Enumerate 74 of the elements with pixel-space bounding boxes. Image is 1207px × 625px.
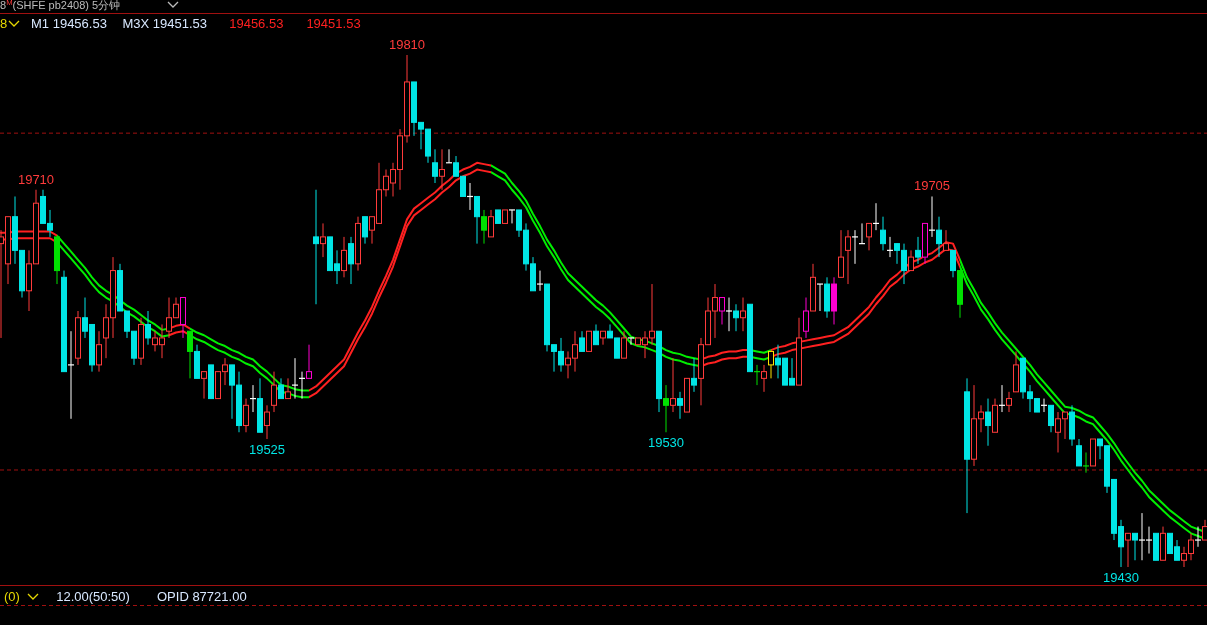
- candlestick: [508, 209, 516, 224]
- candlestick: [733, 303, 739, 332]
- candlestick: [1048, 404, 1054, 433]
- text: (0): [4, 589, 20, 604]
- candlestick: [915, 236, 921, 265]
- candlestick: [488, 209, 494, 238]
- annotation: 19525: [248, 442, 286, 457]
- candlestick: [243, 398, 249, 433]
- candlestick: [950, 249, 956, 278]
- candlestick: [761, 364, 767, 393]
- candlestick: [201, 371, 207, 400]
- text: 19456.53: [229, 16, 284, 31]
- candlestick: [439, 148, 445, 191]
- candlestick: [579, 330, 585, 352]
- annotation: 19530: [647, 435, 685, 451]
- candlestick: [677, 391, 683, 420]
- candlestick: [1125, 532, 1131, 568]
- candlestick: [474, 195, 480, 245]
- candlestick: [1006, 391, 1012, 413]
- candlestick: [313, 189, 319, 305]
- candlestick: [1076, 438, 1082, 467]
- candlestick: [1194, 526, 1202, 548]
- candlestick: [725, 297, 733, 332]
- chart-title: 8$^{M}$(SHFE pb2408) 5分钟: [0, 0, 121, 11]
- candlestick: [291, 357, 299, 400]
- candlestick: [96, 330, 102, 373]
- candlestick: [908, 249, 914, 272]
- candlestick: [670, 357, 676, 413]
- text: 12.00(50:50): [56, 589, 130, 604]
- annotation: 19710: [17, 171, 55, 187]
- candlestick: [663, 384, 669, 433]
- candlestick: [943, 229, 949, 251]
- candlestick: [816, 283, 824, 312]
- candlestick: [740, 297, 746, 332]
- candlestick: [1202, 519, 1207, 541]
- candlestick: [285, 377, 291, 400]
- candlestick: [691, 357, 697, 393]
- candlestick: [936, 216, 942, 258]
- candlestick: [341, 236, 347, 278]
- annotation: 19810: [388, 37, 426, 52]
- candlestick: [432, 148, 438, 184]
- candlestick: [362, 216, 368, 245]
- candlestick: [67, 330, 75, 420]
- candlestick: [845, 229, 851, 285]
- annotation: 19430: [1102, 570, 1140, 585]
- text: 19451.53: [306, 16, 361, 31]
- annotation: 19705: [913, 178, 951, 194]
- text: M1 19456.53: [31, 16, 107, 31]
- candlestick: [264, 404, 270, 440]
- candlestick: [306, 344, 312, 379]
- candlestick: [271, 371, 277, 413]
- candlestick: [880, 216, 886, 251]
- candlestick: [536, 270, 544, 292]
- candlestick: [768, 350, 774, 379]
- legend-title: 8: [0, 16, 8, 31]
- candlestick: [320, 222, 326, 258]
- candlestick: [145, 310, 151, 346]
- candlestick: [1132, 532, 1138, 561]
- candlestick: [627, 337, 635, 346]
- candlestick: [586, 330, 592, 352]
- candlestick: [1082, 451, 1090, 474]
- candlestick: [866, 222, 872, 251]
- candlestick: [187, 330, 193, 379]
- candlestick: [481, 209, 487, 245]
- candlestick: [278, 377, 284, 400]
- candlestick: [838, 229, 844, 278]
- candlestick: [621, 330, 627, 359]
- candlestick: [851, 229, 859, 265]
- text: M3X 19451.53: [122, 16, 207, 31]
- text: OPID 87721.00: [157, 589, 247, 604]
- candlestick: [985, 398, 991, 447]
- candlestick: [600, 330, 606, 346]
- candlestick: [593, 323, 599, 346]
- candlestick: [348, 236, 354, 285]
